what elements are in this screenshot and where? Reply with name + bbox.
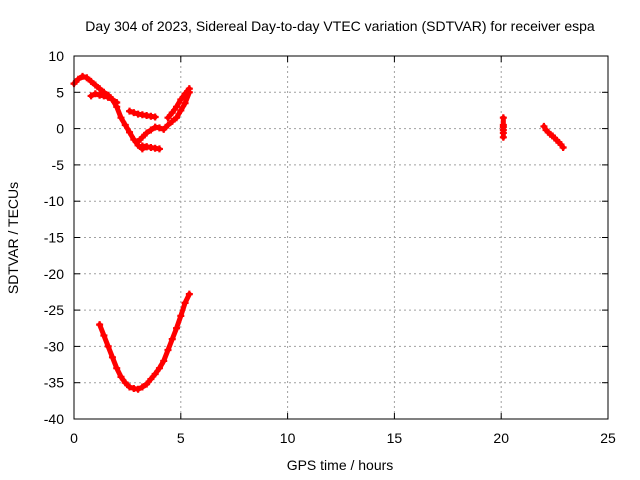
data-points (70, 72, 567, 393)
tick-labels: 0 5 10 15 20 25 10 5 0 -5 -10 -15 -20 -25 -30 -35 -40 (44, 48, 616, 446)
series-trace (135, 89, 192, 145)
data-series (499, 114, 507, 141)
x-tick-label: 0 (70, 430, 78, 446)
y-tick-label: -10 (44, 193, 64, 209)
x-tick-label: 5 (177, 430, 185, 446)
data-series (164, 85, 193, 122)
y-tick-label: -5 (52, 157, 65, 173)
plot-frame (73, 55, 609, 420)
chart-title: Day 304 of 2023, Sidereal Day-to-day VTE… (85, 18, 595, 34)
series-trace (88, 91, 120, 105)
y-tick-label: 0 (56, 121, 64, 137)
axis-ticks (73, 55, 609, 420)
x-tick-label: 25 (600, 430, 616, 446)
x-tick-label: 20 (493, 430, 509, 446)
x-axis-label: GPS time / hours (287, 457, 394, 473)
data-series (540, 122, 567, 151)
x-tick-label: 10 (280, 430, 296, 446)
y-tick-label: -35 (44, 375, 64, 391)
y-tick-label: -25 (44, 302, 64, 318)
series-trace (97, 291, 192, 392)
series-trace (127, 108, 158, 120)
data-series (96, 290, 193, 393)
series-trace (139, 143, 162, 152)
data-series (126, 107, 159, 121)
y-tick-label: 10 (48, 48, 64, 64)
y-tick-label: -20 (44, 266, 64, 282)
y-tick-label: -15 (44, 230, 64, 246)
x-tick-label: 15 (387, 430, 403, 446)
y-tick-label: -30 (44, 338, 64, 354)
data-series (87, 90, 121, 106)
series-trace (541, 123, 566, 150)
data-series (138, 142, 163, 153)
series-trace (165, 86, 192, 121)
y-tick-label: 5 (56, 84, 64, 100)
y-tick-label: -40 (44, 411, 64, 427)
y-axis-label: SDTVAR / TECUs (5, 182, 21, 294)
